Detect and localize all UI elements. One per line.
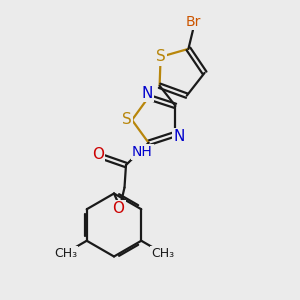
Text: CH₃: CH₃ xyxy=(54,247,77,260)
Text: NH: NH xyxy=(132,145,152,159)
Text: N: N xyxy=(141,86,153,101)
Text: Br: Br xyxy=(185,15,201,29)
Text: O: O xyxy=(112,201,124,216)
Text: N: N xyxy=(173,129,185,144)
Text: S: S xyxy=(122,112,131,128)
Text: CH₃: CH₃ xyxy=(151,247,174,260)
Text: S: S xyxy=(156,50,166,64)
Text: O: O xyxy=(92,147,104,162)
